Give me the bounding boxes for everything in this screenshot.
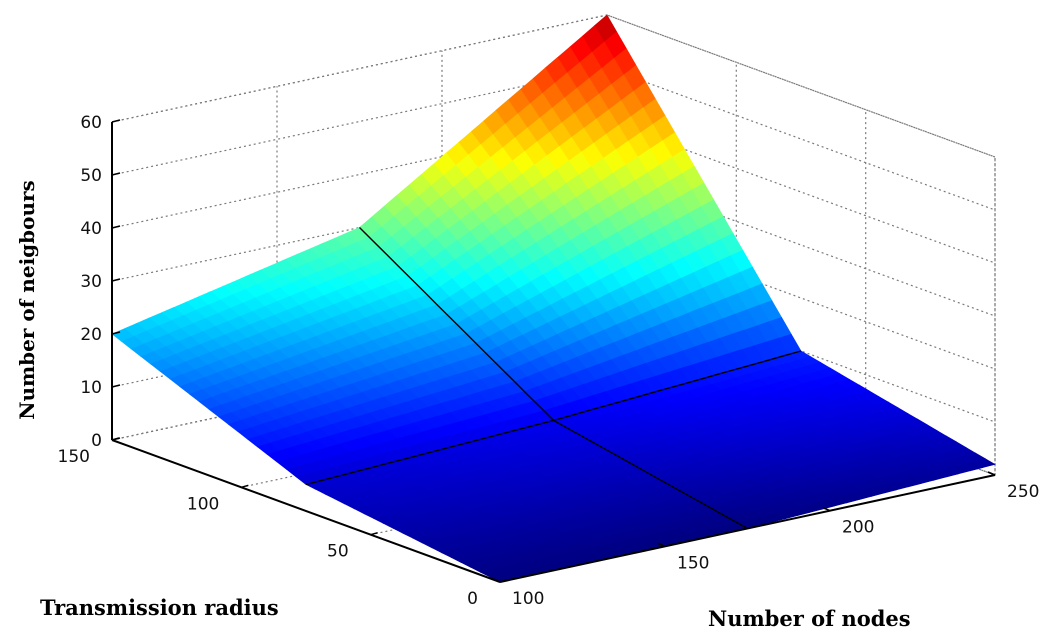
y-axis-line bbox=[111, 439, 501, 583]
z-tick bbox=[111, 225, 121, 229]
z-tick-label: 20 bbox=[80, 325, 102, 345]
y-tick bbox=[370, 531, 378, 536]
z-tick-label: 40 bbox=[80, 219, 102, 239]
x-tick bbox=[492, 578, 501, 583]
z-tick-label: 60 bbox=[80, 113, 102, 133]
z-tick-label: 50 bbox=[80, 166, 102, 186]
y-tick-label: 100 bbox=[187, 494, 219, 514]
surface-mesh-line bbox=[305, 350, 802, 486]
z-tick-label: 10 bbox=[80, 378, 102, 398]
z-tick-label: 0 bbox=[91, 431, 102, 451]
x-tick bbox=[657, 542, 666, 548]
z-tick-label: 30 bbox=[80, 272, 102, 292]
y-tick bbox=[241, 484, 249, 489]
y-tick bbox=[111, 437, 120, 441]
y-tick-label: 0 bbox=[467, 589, 478, 609]
axes bbox=[111, 119, 996, 583]
z-axis-label: Number of neigbours bbox=[15, 180, 39, 420]
x-tick bbox=[987, 471, 996, 476]
x-tick-label: 100 bbox=[512, 589, 544, 609]
x-axis-label: Number of nodes bbox=[708, 606, 911, 631]
x-axis-line bbox=[499, 474, 996, 583]
z-tick bbox=[111, 119, 121, 123]
z-tick bbox=[111, 331, 121, 335]
y-tick-label: 150 bbox=[58, 447, 90, 467]
y-tick bbox=[499, 579, 508, 583]
x-tick-label: 200 bbox=[842, 518, 874, 538]
y-tick-label: 50 bbox=[327, 542, 349, 562]
z-tick bbox=[111, 172, 121, 176]
x-gridline bbox=[276, 86, 666, 547]
y-axis-label: Transmission radius bbox=[40, 595, 279, 620]
z-tick bbox=[111, 384, 121, 388]
tick-labels: 0 10 20 30 40 50 60 0 50 100 150 100 150 200 250 bbox=[58, 113, 1040, 609]
x-tick bbox=[822, 506, 831, 512]
x-tick-label: 250 bbox=[1007, 482, 1039, 502]
z-tick bbox=[111, 278, 121, 282]
surface-mesh bbox=[111, 14, 996, 583]
x-tick-label: 150 bbox=[677, 553, 709, 573]
box-edge bbox=[606, 14, 996, 158]
